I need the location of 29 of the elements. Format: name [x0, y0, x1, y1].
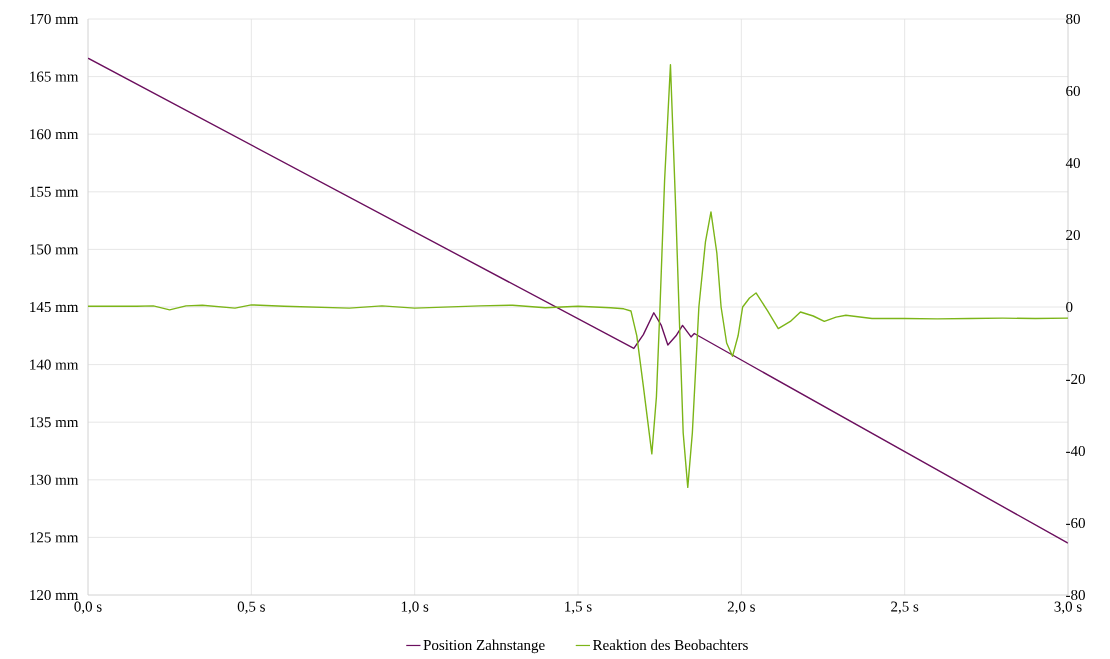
y2-tick-label: -40 [1066, 445, 1085, 457]
y-tick-label: 140 mm [30, 359, 79, 370]
x-tick-label: 1,0 s [401, 601, 429, 614]
y2-tick-label: -60 [1066, 517, 1085, 529]
x-tick-label: 2,0 s [727, 601, 755, 614]
y-tick-label: 130 mm [30, 474, 79, 485]
x-tick-label: 0,0 s [74, 601, 102, 614]
y2-tick-label: 20 [1066, 229, 1080, 241]
y2-tick-label: 40 [1065, 157, 1080, 169]
y-tick-label: 145 mm [30, 301, 79, 313]
x-tick-label: 3,0 s [1054, 601, 1082, 614]
x-tick-label: 0,5 s [237, 601, 265, 614]
y-tick-label: 150 mm [30, 244, 79, 255]
y-tick-label: 165 mm [30, 71, 79, 82]
y2-tick-label: -20 [1066, 373, 1085, 385]
y2-tick-label: 0 [1066, 301, 1073, 313]
y-tick-label: 125 mm [30, 532, 79, 543]
y2-tick-label: 80 [1066, 13, 1080, 25]
y-tick-label: 170 mm [30, 13, 79, 25]
y-tick-label: 135 mm [30, 417, 79, 428]
y-tick-label: 160 mm [30, 129, 79, 140]
x-tick-label: 2,5 s [891, 601, 919, 614]
legend-label: Reaktion des Beobachters [593, 639, 748, 651]
x-tick-label: 1,5 s [565, 601, 592, 614]
legend-label: Position Zahnstange [423, 639, 545, 654]
y-tick-label: 155 mm [30, 186, 79, 197]
y-tick-label: 120 mm [30, 589, 79, 601]
y2-tick-label: -80 [1066, 589, 1085, 601]
y2-tick-label: 60 [1066, 85, 1080, 97]
